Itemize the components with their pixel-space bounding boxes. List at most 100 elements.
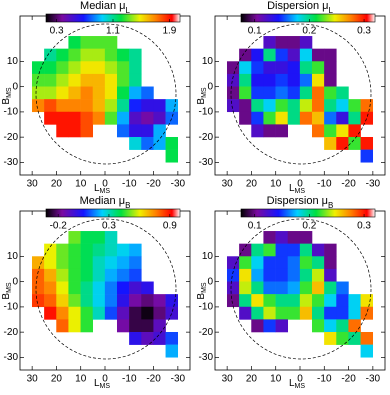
heat-cell — [251, 124, 264, 138]
colorbar — [45, 208, 181, 218]
heat-cell — [44, 111, 57, 125]
heat-cell — [153, 111, 166, 125]
heat-cell — [275, 86, 289, 100]
heat-cell — [104, 111, 118, 125]
heat-cell — [263, 61, 276, 75]
heat-cell — [336, 111, 349, 125]
heat-cell — [275, 294, 289, 308]
heat-cell — [92, 256, 106, 270]
heat-cell — [116, 281, 130, 295]
x-tick-label: -30 — [171, 179, 186, 190]
heat-cell — [275, 231, 289, 244]
heat-cell — [275, 124, 289, 138]
heat-cell — [287, 111, 301, 125]
x-tick-label: -10 — [122, 374, 137, 385]
heat-cell — [324, 124, 337, 138]
y-axis-label: BMS — [1, 87, 14, 105]
heat-cell — [141, 86, 154, 100]
y-label-text: B — [1, 293, 12, 300]
heat-cell — [287, 281, 301, 295]
heat-cell — [299, 73, 313, 87]
y-label-subscript: MS — [6, 282, 13, 293]
heat-cell — [129, 48, 142, 62]
heat-cell — [275, 48, 289, 62]
x-tick-label: -30 — [171, 374, 186, 385]
heat-cell — [324, 268, 337, 282]
heat-cell — [226, 73, 240, 87]
heat-cell — [226, 86, 240, 100]
heat-cell — [129, 294, 142, 308]
heat-cell — [56, 48, 69, 62]
heat-cell — [129, 73, 142, 87]
panel: 30 20 10 0 -10 -20 -30 10 0 -10 -20 -30 0.1 0.2 0.3 Dis… — [196, 195, 386, 390]
y-tick-label: 0 — [207, 81, 213, 92]
heat-cell — [80, 36, 94, 49]
y-tick-label: 10 — [7, 56, 19, 67]
heat-cell — [287, 61, 301, 75]
panel: 30 20 10 0 -10 -20 -30 10 0 -10 -20 -30 0.3 1.1 1.9 Med… — [1, 0, 191, 195]
heat-cell — [275, 99, 289, 113]
y-tick-label: 0 — [207, 276, 213, 287]
heat-cell — [92, 61, 106, 75]
y-tick-label: 0 — [12, 81, 18, 92]
heat-cell — [360, 99, 374, 113]
heat-cell — [299, 294, 313, 308]
heat-cell — [226, 256, 240, 270]
heat-cell — [324, 306, 337, 320]
heat-cell — [287, 294, 301, 308]
heat-cell — [153, 124, 166, 138]
heat-cell — [141, 99, 154, 113]
reference-circle — [230, 23, 372, 165]
heat-cell — [68, 231, 81, 244]
title-subscript: L — [328, 6, 333, 15]
colorbar-tick-label: 0.2 — [302, 26, 316, 37]
heat-cell — [299, 231, 313, 244]
heat-cell — [153, 306, 166, 320]
heat-cell — [104, 256, 118, 270]
heat-cell — [92, 99, 106, 113]
heat-cell — [239, 61, 252, 75]
x-axis-label: LMS — [289, 378, 305, 390]
x-label-subscript: MS — [295, 383, 306, 390]
x-tick-label: -10 — [317, 374, 332, 385]
heat-cell — [263, 256, 276, 270]
heat-cell — [129, 243, 142, 257]
reference-circle — [35, 23, 177, 165]
heat-cell — [336, 124, 349, 138]
y-axis-label: BMS — [196, 87, 209, 105]
heat-cell — [31, 294, 45, 308]
heat-cell — [92, 36, 106, 49]
heat-cell — [68, 319, 81, 333]
y-tick-label: -20 — [199, 132, 214, 143]
heat-cell — [239, 281, 252, 295]
x-label-text: L — [94, 378, 100, 389]
heat-cell — [92, 268, 106, 282]
heat-cell — [324, 61, 337, 75]
y-tick-label: 10 — [7, 251, 19, 262]
heat-cell — [165, 306, 179, 320]
heat-cell — [324, 86, 337, 100]
heat-cell — [251, 48, 264, 62]
title-subscript: B — [328, 201, 333, 210]
colorbar-tick-label: 0.1 — [248, 221, 262, 232]
heat-cell — [104, 243, 118, 257]
heat-cell — [336, 86, 349, 100]
heat-cell — [44, 243, 57, 257]
heat-cell — [116, 294, 130, 308]
heat-cell — [44, 306, 57, 320]
heat-cell — [287, 268, 301, 282]
heat-cell — [251, 294, 264, 308]
heat-cell — [311, 256, 325, 270]
heat-cell — [44, 61, 57, 75]
heat-cell — [263, 48, 276, 62]
heat-cell — [129, 61, 142, 75]
heat-cell — [129, 111, 142, 125]
heat-cell — [44, 73, 57, 87]
x-axis-label: LMS — [94, 378, 110, 390]
heat-cell — [251, 256, 264, 270]
title-text: Dispersion μ — [267, 0, 328, 12]
heat-cell — [116, 99, 130, 113]
heat-cell — [129, 256, 142, 270]
heat-cell — [44, 294, 57, 308]
heat-cell — [68, 243, 81, 257]
